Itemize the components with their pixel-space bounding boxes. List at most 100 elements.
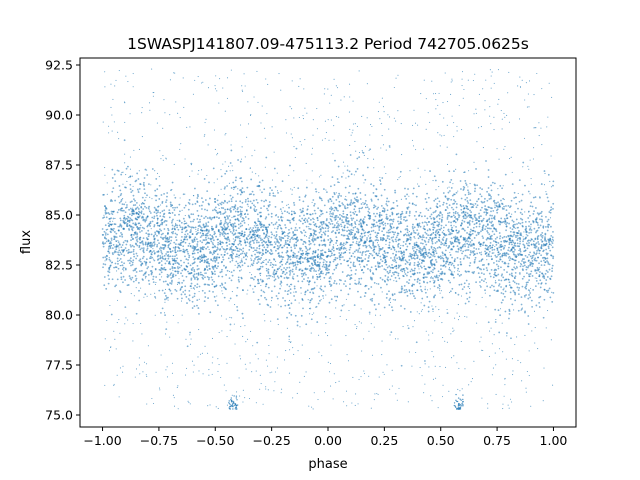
data-point	[433, 226, 436, 229]
data-point	[208, 267, 211, 270]
data-point	[209, 217, 211, 220]
data-point	[122, 281, 124, 284]
data-point	[517, 253, 519, 256]
data-point	[391, 231, 394, 233]
data-point	[221, 282, 223, 285]
data-point	[213, 230, 216, 233]
data-point	[199, 248, 202, 250]
data-point	[346, 226, 349, 229]
data-point	[408, 214, 411, 217]
data-point	[131, 261, 134, 264]
data-point	[273, 241, 276, 244]
data-point	[513, 253, 516, 256]
data-point	[534, 285, 537, 288]
data-point	[434, 211, 436, 213]
data-point	[236, 250, 239, 252]
data-point	[160, 194, 163, 196]
data-point	[489, 275, 492, 278]
data-point	[188, 215, 191, 218]
data-point	[304, 221, 307, 224]
data-point	[516, 286, 519, 289]
data-point	[411, 290, 414, 292]
data-point	[259, 215, 262, 218]
data-point	[394, 271, 397, 273]
data-point	[312, 240, 315, 243]
data-point	[527, 297, 530, 300]
data-point	[454, 235, 457, 238]
data-point	[204, 236, 207, 239]
data-point	[224, 186, 226, 189]
data-point	[304, 267, 307, 270]
data-point	[408, 210, 411, 213]
data-point	[427, 196, 430, 199]
data-point	[369, 233, 372, 236]
data-point	[497, 290, 499, 293]
data-point	[527, 281, 529, 284]
data-point	[478, 276, 481, 279]
data-point	[487, 237, 489, 239]
data-point	[439, 205, 441, 207]
data-point	[445, 224, 447, 227]
data-point	[500, 249, 503, 251]
data-point	[289, 221, 292, 224]
data-point	[217, 275, 220, 278]
data-point	[201, 246, 204, 248]
data-point	[552, 230, 554, 233]
data-point	[478, 223, 481, 225]
data-point	[277, 277, 280, 279]
data-point	[445, 238, 448, 240]
data-point	[258, 229, 261, 231]
data-point	[211, 217, 214, 219]
data-point	[455, 229, 458, 232]
data-point	[285, 276, 288, 279]
data-point	[418, 258, 421, 261]
data-point	[413, 257, 416, 260]
data-point	[465, 292, 468, 295]
data-point	[404, 243, 407, 245]
data-point	[210, 276, 213, 279]
data-point	[436, 203, 439, 205]
data-point	[263, 205, 265, 207]
data-point	[113, 231, 116, 233]
data-point	[417, 261, 420, 264]
data-point	[486, 227, 489, 230]
data-point	[333, 280, 336, 282]
data-point	[115, 236, 118, 239]
data-point	[475, 234, 478, 237]
data-point	[271, 290, 273, 292]
data-point	[278, 246, 281, 249]
data-point	[517, 237, 519, 240]
data-point	[182, 248, 185, 251]
data-point	[547, 289, 550, 292]
data-point	[421, 259, 424, 262]
data-point	[174, 260, 177, 262]
data-point	[222, 230, 225, 233]
data-point	[121, 264, 124, 267]
data-point	[123, 220, 126, 223]
data-point	[368, 208, 370, 210]
data-point	[457, 273, 459, 276]
data-point	[347, 237, 350, 240]
data-point	[214, 259, 216, 262]
data-point	[226, 201, 229, 204]
data-point	[430, 217, 433, 220]
data-point	[524, 254, 527, 257]
data-point	[528, 225, 530, 228]
data-point	[353, 213, 356, 215]
data-point	[146, 174, 149, 176]
data-point	[128, 229, 131, 231]
data-point	[359, 251, 362, 254]
data-point	[545, 269, 548, 272]
data-point	[384, 274, 387, 277]
data-point	[236, 255, 239, 258]
data-point	[489, 227, 492, 230]
data-point	[137, 281, 140, 284]
data-point	[236, 266, 239, 269]
data-point	[371, 297, 374, 300]
data-point	[345, 218, 347, 221]
data-point	[469, 250, 472, 252]
data-point	[215, 225, 218, 228]
data-point	[172, 230, 175, 233]
data-point	[209, 311, 212, 314]
data-point	[385, 263, 388, 266]
